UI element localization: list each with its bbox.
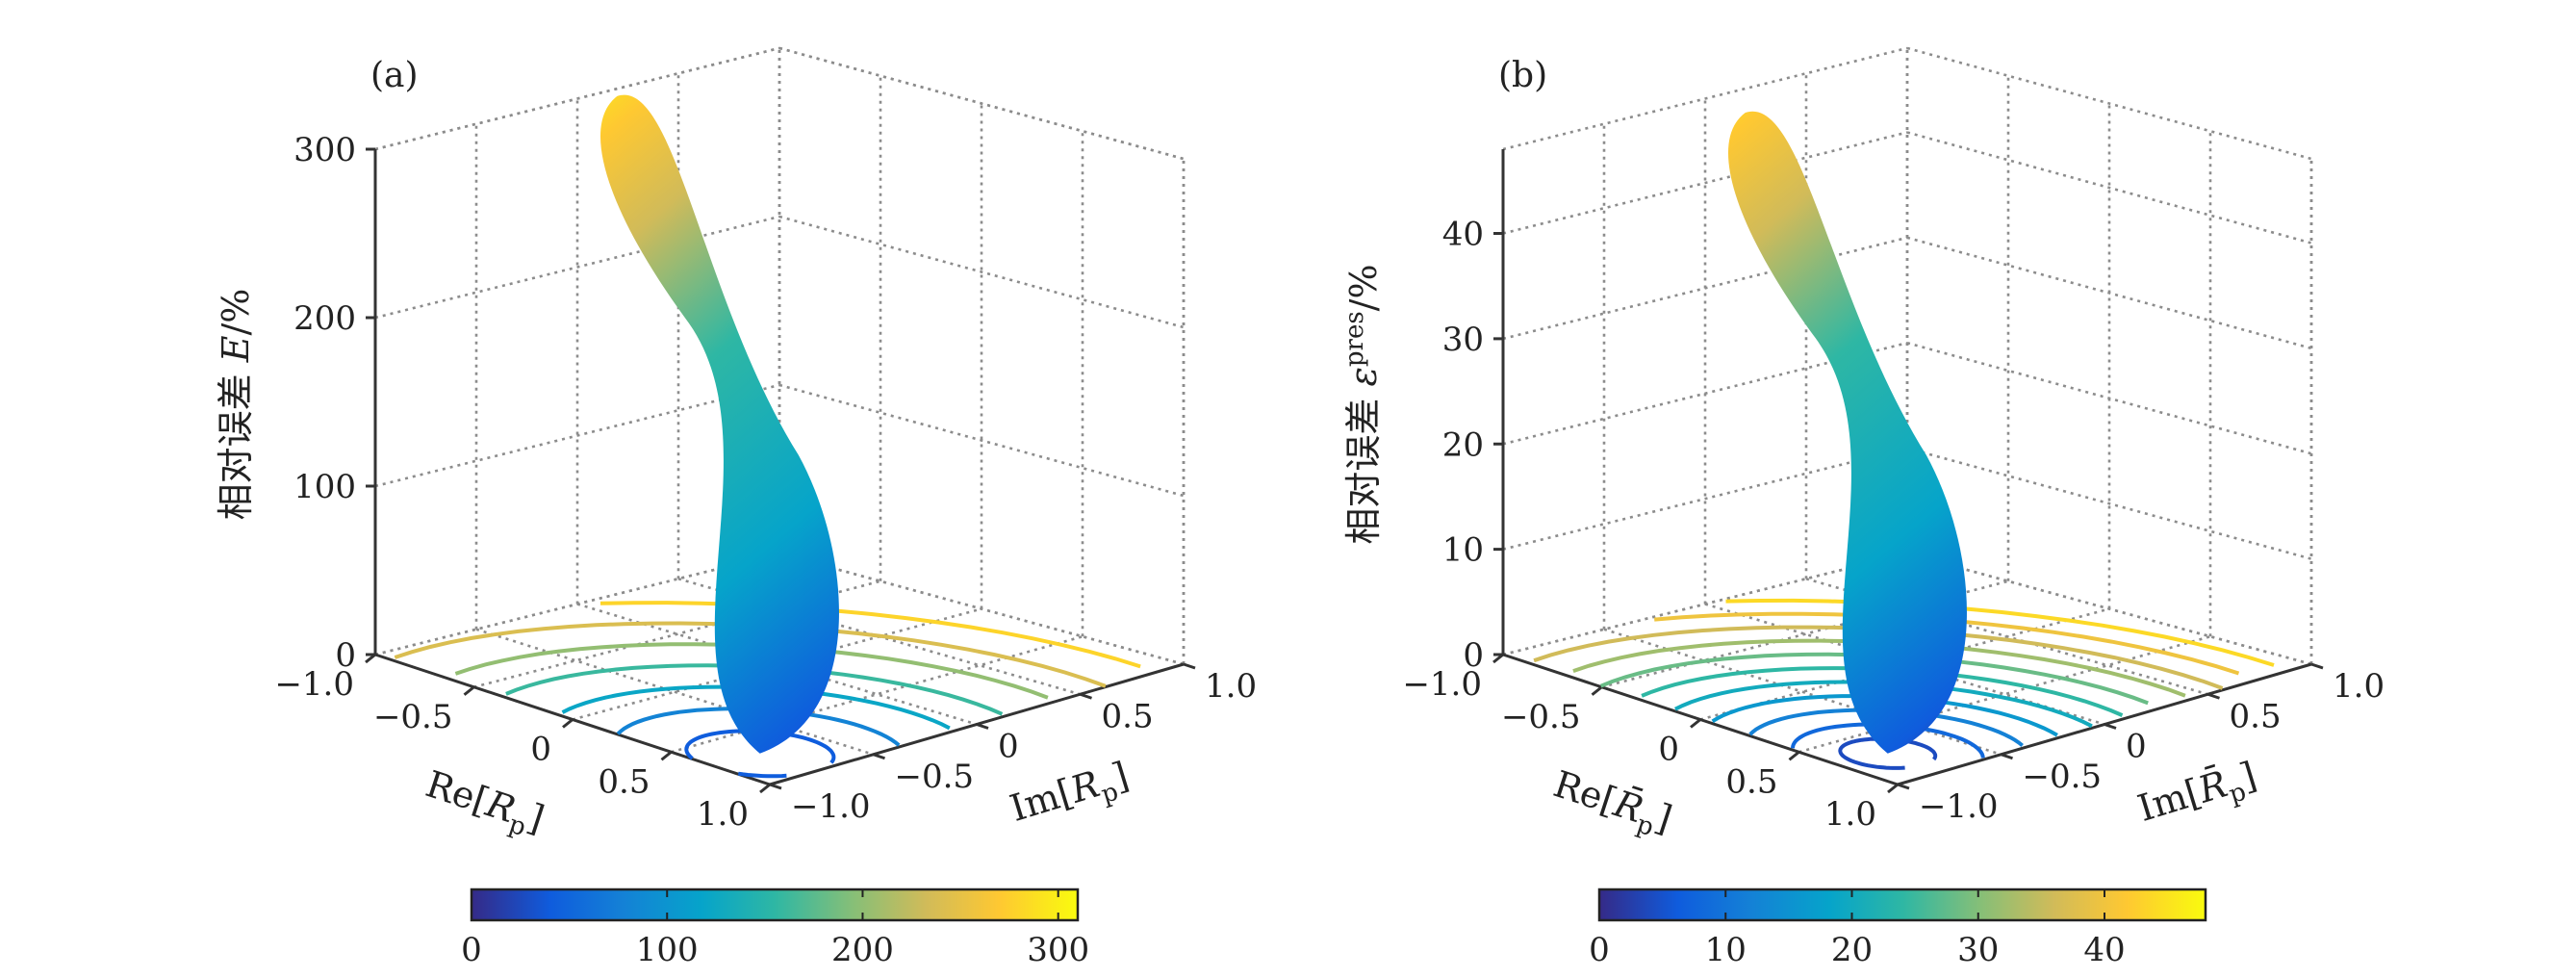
y-tick-label: 1.0 [1205, 667, 1257, 706]
z-tick-label: 100 [293, 468, 356, 506]
z-tick-label: 200 [293, 299, 356, 338]
x-tick-label: −1.0 [1402, 665, 1482, 704]
colorbar-tick-label: 300 [1027, 931, 1089, 969]
x-tick-label: 1.0 [697, 795, 749, 834]
y-axis-label-main: Im[ [1006, 771, 1079, 830]
y-axis-label: Im[R̄p] [2133, 754, 2263, 836]
z-axis-label-unit: /% [215, 289, 257, 336]
panel-b: −1.0 −0.5 0 0.5 1.0 −1.0 −0.5 0 0.5 1.0 0 10 20 30 40 (… [1340, 46, 2385, 969]
x-axis-label: Re[Rp] [419, 762, 549, 846]
z-axis-label-superscript: pres [1340, 311, 1369, 367]
surface-body [1727, 111, 1967, 754]
x-tick-label: −0.5 [1501, 698, 1581, 736]
surface [599, 94, 839, 754]
z-axis-label-main: 相对误差 [1342, 387, 1385, 545]
surface [1727, 111, 1967, 754]
colorbar-tick-label: 200 [831, 931, 894, 969]
x-axis-label: Re[R̄p] [1546, 762, 1677, 846]
x-tick-label: 0.5 [598, 762, 650, 801]
z-axis-label-symbol: E [215, 335, 257, 363]
y-axis-label-main: Im[ [2133, 771, 2206, 830]
axes [365, 147, 1196, 794]
y-axis-label: Im[Rp] [1006, 754, 1135, 836]
colorbar-tick-label: 0 [1589, 931, 1610, 969]
panel-label: (a) [370, 56, 419, 95]
panel-label: (b) [1498, 56, 1547, 95]
contour-280 [599, 601, 1141, 669]
y-tick-label: −1.0 [791, 787, 871, 826]
tick-labels: −1.0 −0.5 0 0.5 1.0 −1.0 −0.5 0 0.5 1.0 0 100 200 300 [274, 131, 1257, 834]
colorbar-tick-label: 0 [461, 931, 482, 969]
z-axis-label-unit: /% [1342, 264, 1385, 311]
colorbar: 0 10 20 30 40 [1589, 888, 2207, 969]
colorbar-tick-label: 30 [1957, 931, 1999, 969]
z-axis-label-symbol: ε [1342, 367, 1385, 386]
x-tick-label: 0.5 [1725, 762, 1777, 801]
z-axis-label: 相对误差 εpres/% [1340, 264, 1385, 544]
z-tick-label: 30 [1442, 321, 1484, 359]
z-tick-label: 10 [1442, 531, 1484, 570]
x-tick-label: 0 [530, 731, 551, 769]
contour-4 [1838, 736, 1938, 770]
colorbar-tick-label: 10 [1705, 931, 1747, 969]
x-tick-label: 0 [1658, 731, 1679, 769]
y-tick-label: −0.5 [895, 758, 975, 796]
z-tick-label: 20 [1442, 425, 1484, 464]
x-tick-label: 1.0 [1824, 795, 1876, 834]
colorbar-tick-label: 20 [1831, 931, 1873, 969]
y-tick-label: −1.0 [1919, 787, 1999, 826]
x-tick-label: −1.0 [274, 665, 354, 704]
y-tick-label: −0.5 [2023, 758, 2103, 796]
z-tick-label: 300 [293, 131, 356, 169]
y-tick-label: 0.5 [2230, 697, 2282, 735]
y-tick-label: 1.0 [2333, 667, 2385, 706]
y-tick-label: 0 [2126, 728, 2147, 766]
z-axis-label-main: 相对误差 [215, 362, 257, 520]
z-tick-label: 0 [1463, 636, 1484, 675]
x-tick-label: −0.5 [373, 698, 453, 736]
surface-body [599, 94, 839, 754]
panel-a: −1.0 −0.5 0 0.5 1.0 −1.0 −0.5 0 0.5 1.0 0 100 200 300… [215, 46, 1257, 969]
colorbar-gradient [470, 888, 1080, 922]
z-tick-label: 0 [335, 636, 356, 675]
colorbar-gradient [1597, 888, 2207, 922]
z-tick-label: 40 [1442, 216, 1484, 254]
contour-44 [1725, 598, 2275, 667]
colorbar-tick-label: 100 [636, 931, 699, 969]
colorbar-tick-label: 40 [2083, 931, 2125, 969]
y-tick-label: 0 [998, 728, 1019, 766]
colorbar: 0 100 200 300 [461, 888, 1089, 969]
tick-labels: −1.0 −0.5 0 0.5 1.0 −1.0 −0.5 0 0.5 1.0 0 10 20 30 40 [1402, 216, 2385, 835]
y-tick-label: 0.5 [1102, 697, 1154, 735]
axes [1492, 149, 2324, 794]
z-axis-label: 相对误差 E/% [215, 289, 257, 521]
